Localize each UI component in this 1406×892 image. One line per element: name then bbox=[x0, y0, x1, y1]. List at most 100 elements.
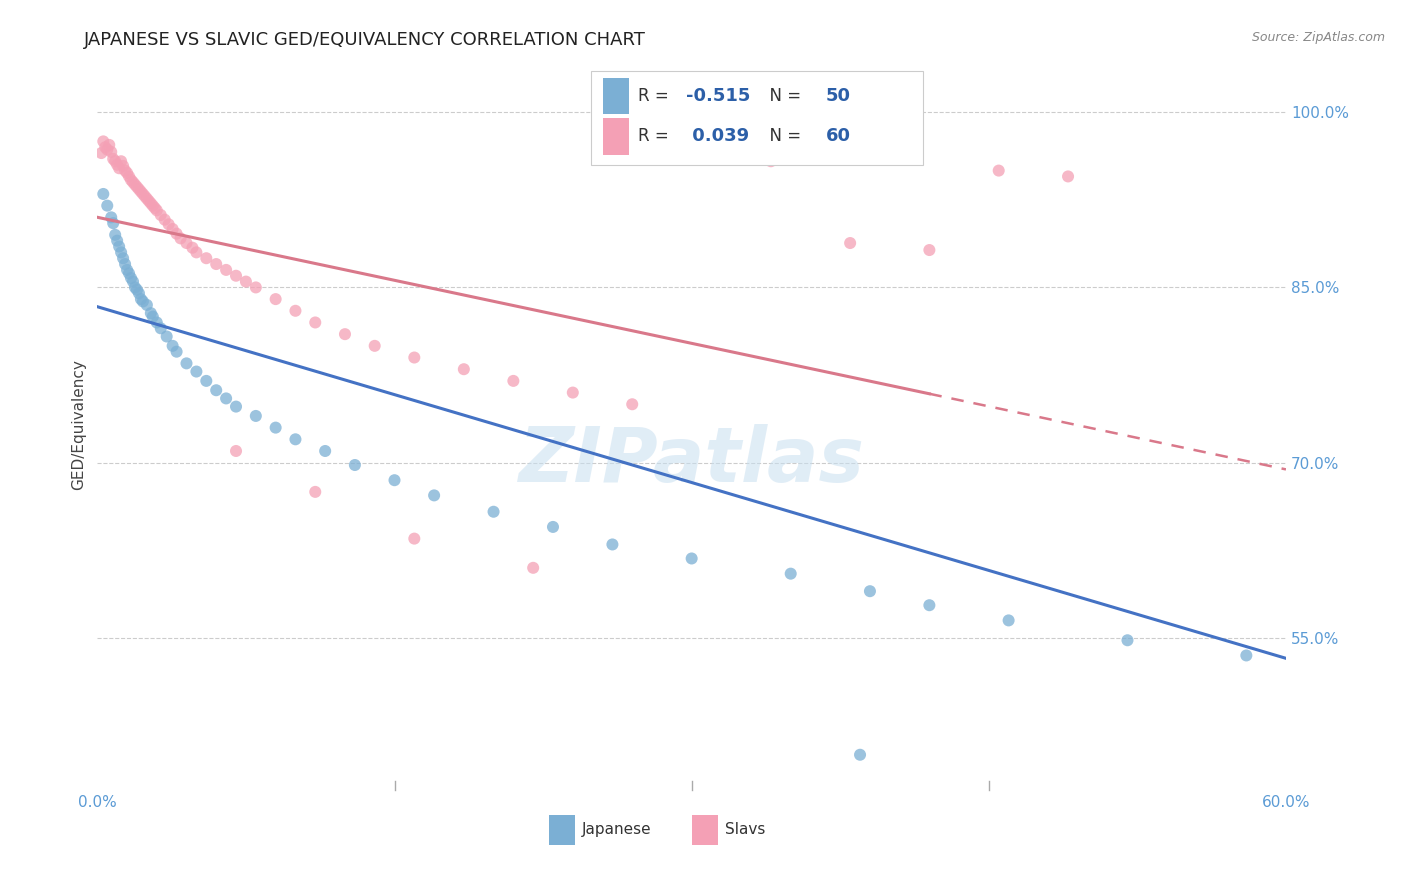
Point bbox=[186, 245, 208, 260]
Point bbox=[94, 140, 117, 154]
Point bbox=[235, 275, 257, 289]
Point bbox=[225, 444, 247, 458]
Point bbox=[284, 303, 307, 318]
Point bbox=[132, 186, 155, 201]
Point bbox=[314, 444, 336, 458]
Text: N =: N = bbox=[759, 128, 807, 145]
Text: 60: 60 bbox=[825, 128, 851, 145]
Point bbox=[149, 321, 172, 335]
Point bbox=[561, 385, 583, 400]
Point bbox=[166, 344, 188, 359]
Point bbox=[176, 356, 198, 370]
Point bbox=[104, 154, 127, 169]
Point bbox=[146, 316, 169, 330]
Point bbox=[115, 263, 138, 277]
Point bbox=[502, 374, 524, 388]
Point bbox=[100, 211, 122, 225]
Point bbox=[112, 251, 135, 265]
Point bbox=[186, 365, 208, 379]
Point bbox=[859, 584, 882, 599]
Text: R =: R = bbox=[638, 87, 673, 105]
Bar bbox=[603, 118, 628, 154]
Point bbox=[181, 241, 204, 255]
Point bbox=[139, 306, 162, 320]
Point bbox=[108, 239, 131, 253]
Point bbox=[304, 484, 326, 499]
Point bbox=[146, 203, 169, 218]
Point bbox=[621, 397, 644, 411]
Text: JAPANESE VS SLAVIC GED/EQUIVALENCY CORRELATION CHART: JAPANESE VS SLAVIC GED/EQUIVALENCY CORRE… bbox=[84, 31, 647, 49]
Point bbox=[166, 227, 188, 241]
Point bbox=[100, 145, 122, 159]
Point bbox=[423, 488, 446, 502]
Point bbox=[987, 163, 1010, 178]
Point bbox=[153, 212, 176, 227]
Bar bbox=[603, 78, 628, 114]
Point bbox=[215, 263, 238, 277]
Point bbox=[453, 362, 475, 376]
Point bbox=[96, 199, 118, 213]
Text: Japanese: Japanese bbox=[582, 822, 652, 838]
Point bbox=[245, 409, 267, 423]
Point bbox=[115, 166, 138, 180]
Point bbox=[110, 154, 132, 169]
Point bbox=[681, 551, 703, 566]
Point bbox=[681, 152, 703, 166]
Point bbox=[98, 137, 121, 152]
Point bbox=[918, 243, 941, 257]
Point bbox=[169, 231, 191, 245]
Point bbox=[138, 194, 160, 208]
Point bbox=[205, 257, 228, 271]
Point bbox=[1234, 648, 1257, 663]
Point bbox=[143, 201, 166, 215]
Point bbox=[1305, 99, 1327, 113]
Point bbox=[129, 185, 152, 199]
Point bbox=[120, 173, 142, 187]
Point bbox=[122, 275, 145, 289]
Point bbox=[118, 169, 141, 184]
Point bbox=[105, 234, 128, 248]
Point bbox=[384, 473, 406, 487]
Point bbox=[759, 154, 782, 169]
Bar bbox=[692, 815, 718, 845]
Y-axis label: GED/Equivalency: GED/Equivalency bbox=[72, 359, 86, 490]
Point bbox=[122, 175, 145, 189]
Point bbox=[132, 294, 155, 309]
Point bbox=[363, 339, 385, 353]
Point bbox=[112, 159, 135, 173]
Text: R =: R = bbox=[638, 128, 673, 145]
Point bbox=[195, 251, 218, 265]
Bar bbox=[591, 70, 924, 166]
Text: -0.515: -0.515 bbox=[686, 87, 749, 105]
Point bbox=[105, 158, 128, 172]
Point bbox=[779, 566, 801, 581]
Point bbox=[264, 420, 287, 434]
Point bbox=[997, 614, 1019, 628]
Point bbox=[225, 400, 247, 414]
Point bbox=[404, 532, 426, 546]
Point bbox=[90, 146, 112, 161]
Point bbox=[225, 268, 247, 283]
Bar bbox=[548, 815, 575, 845]
Point bbox=[104, 227, 127, 242]
Point bbox=[918, 598, 941, 612]
Point bbox=[103, 152, 125, 166]
Point bbox=[304, 316, 326, 330]
Point bbox=[125, 180, 148, 194]
Point bbox=[108, 161, 131, 176]
Point bbox=[482, 505, 505, 519]
Point bbox=[156, 329, 179, 343]
Point bbox=[142, 310, 165, 324]
Point bbox=[849, 747, 872, 762]
Point bbox=[839, 235, 862, 250]
Point bbox=[128, 286, 150, 301]
Point bbox=[135, 298, 157, 312]
Point bbox=[264, 292, 287, 306]
Point bbox=[114, 257, 136, 271]
Point bbox=[602, 537, 624, 551]
Point bbox=[118, 267, 141, 281]
Point bbox=[103, 216, 125, 230]
Text: 0.039: 0.039 bbox=[686, 128, 749, 145]
Point bbox=[205, 383, 228, 397]
Point bbox=[1057, 169, 1080, 184]
